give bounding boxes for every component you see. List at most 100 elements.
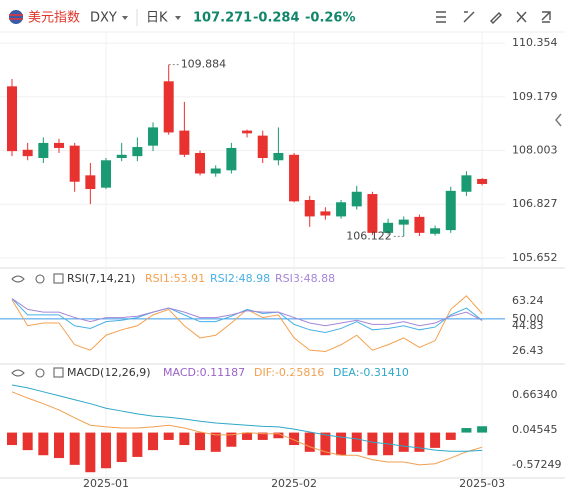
legend-entry: RSI2:48.98 [210, 272, 270, 285]
candle-body [85, 175, 96, 190]
histogram-bar [38, 432, 49, 456]
y-tick-label: 26.43 [512, 344, 544, 357]
histogram-bar [304, 432, 315, 452]
candle-body [351, 191, 362, 207]
macd-title: MACD(12,26,9) [67, 366, 151, 379]
high-annotation: 109.884 [181, 58, 227, 71]
histogram-bar [163, 432, 174, 440]
period[interactable]: 日K [146, 11, 168, 26]
candle-body [242, 130, 253, 134]
low-annotation: 106.122 [346, 229, 392, 242]
histogram-bar [257, 432, 268, 440]
dropdown-arrow[interactable] [122, 16, 128, 20]
candle-body [179, 130, 190, 155]
histogram-bar [226, 432, 237, 447]
candle-body [273, 152, 284, 161]
candle-body [336, 202, 347, 217]
legend-entry: DIF:-0.25816 [254, 366, 324, 379]
histogram-bar [414, 432, 425, 452]
eye-icon[interactable] [11, 275, 25, 283]
tool-icon[interactable] [516, 11, 527, 23]
candle-body [414, 216, 425, 233]
y-tick-label: 44.83 [512, 319, 544, 332]
histogram-bar [148, 432, 159, 451]
candle-body [22, 149, 33, 157]
histogram-bar [54, 432, 65, 459]
x-tick-label: 2025-03 [459, 477, 505, 490]
candle-body [7, 86, 17, 152]
candle-body [367, 194, 378, 233]
histogram-bar [445, 432, 456, 440]
candle-body [320, 211, 331, 216]
y-tick-label: 106.827 [512, 197, 558, 210]
candle-body [148, 127, 159, 146]
tool-icon[interactable] [436, 11, 446, 23]
x-tick-label: 2025-01 [83, 477, 129, 490]
candle-body [132, 147, 143, 157]
candle-body [383, 222, 394, 233]
candle-body [226, 147, 237, 171]
histogram-bar [351, 432, 362, 452]
header: 美元指数 DXY 日K 107.271 -0.284 -0.26% [0, 9, 565, 33]
indicator-line [11, 384, 483, 452]
candle-body [461, 175, 472, 192]
histogram-bar [398, 432, 409, 452]
checkbox-icon[interactable] [53, 367, 64, 378]
candle-body [477, 178, 488, 184]
change: -0.284 [253, 11, 300, 26]
y-tick-label: 0.04545 [512, 423, 558, 436]
histogram-bar [210, 432, 221, 452]
candle-body [289, 154, 300, 202]
index-name[interactable]: 美元指数 [28, 11, 80, 26]
dropdown-arrow[interactable] [175, 16, 181, 20]
histogram-bar [242, 432, 253, 440]
legend-entry: RSI1:53.91 [145, 272, 205, 285]
candle-body [54, 142, 65, 148]
histogram-bar [7, 432, 17, 446]
indicator-line [11, 298, 483, 327]
gear-icon[interactable] [35, 368, 45, 378]
histogram-bar [367, 432, 378, 456]
candle-body [304, 199, 315, 217]
candle-body [430, 228, 441, 234]
y-tick-label: 108.003 [512, 144, 558, 157]
y-tick-label: 110.354 [512, 36, 558, 49]
change-pct: -0.26% [305, 11, 356, 26]
pane-icons [11, 273, 64, 378]
y-tick-label: 50.00 [512, 312, 544, 325]
y-tick-label: 63.24 [512, 294, 544, 307]
histogram-bar [461, 428, 472, 433]
tool-icon[interactable] [463, 11, 475, 23]
candle-body [101, 160, 112, 188]
tool-icon[interactable] [490, 12, 502, 24]
checkbox-icon[interactable] [53, 273, 64, 284]
candle-body [210, 168, 221, 174]
rsi-title: RSI(7,14,21) [67, 272, 135, 285]
histogram-bar [132, 432, 143, 457]
symbol[interactable]: DXY [90, 11, 117, 26]
candle-body [163, 81, 174, 133]
histogram-bar [430, 432, 441, 448]
candle-body [69, 145, 80, 182]
histogram-bar [195, 432, 206, 451]
y-tick-label: 105.652 [512, 251, 558, 264]
price: 107.271 [193, 11, 252, 26]
tool-icon[interactable] [541, 11, 551, 23]
candle-body [38, 142, 49, 158]
flag-stripes [9, 14, 23, 20]
collapse-button[interactable] [555, 113, 562, 127]
gear-icon[interactable] [35, 274, 45, 284]
eye-icon[interactable] [11, 369, 25, 377]
histogram-bar [289, 432, 300, 446]
toolbar [436, 11, 551, 24]
y-tick-label: 0.66340 [512, 388, 558, 401]
legend-entry: MACD:0.11187 [163, 366, 245, 379]
histogram-bar [336, 432, 347, 456]
histogram-bar [22, 432, 33, 451]
y-tick-label: 109.179 [512, 90, 558, 103]
histogram-bar [116, 432, 127, 463]
histogram-bar [101, 432, 112, 469]
candle-body [398, 219, 409, 225]
y-tick-label: -0.57249 [512, 458, 561, 471]
